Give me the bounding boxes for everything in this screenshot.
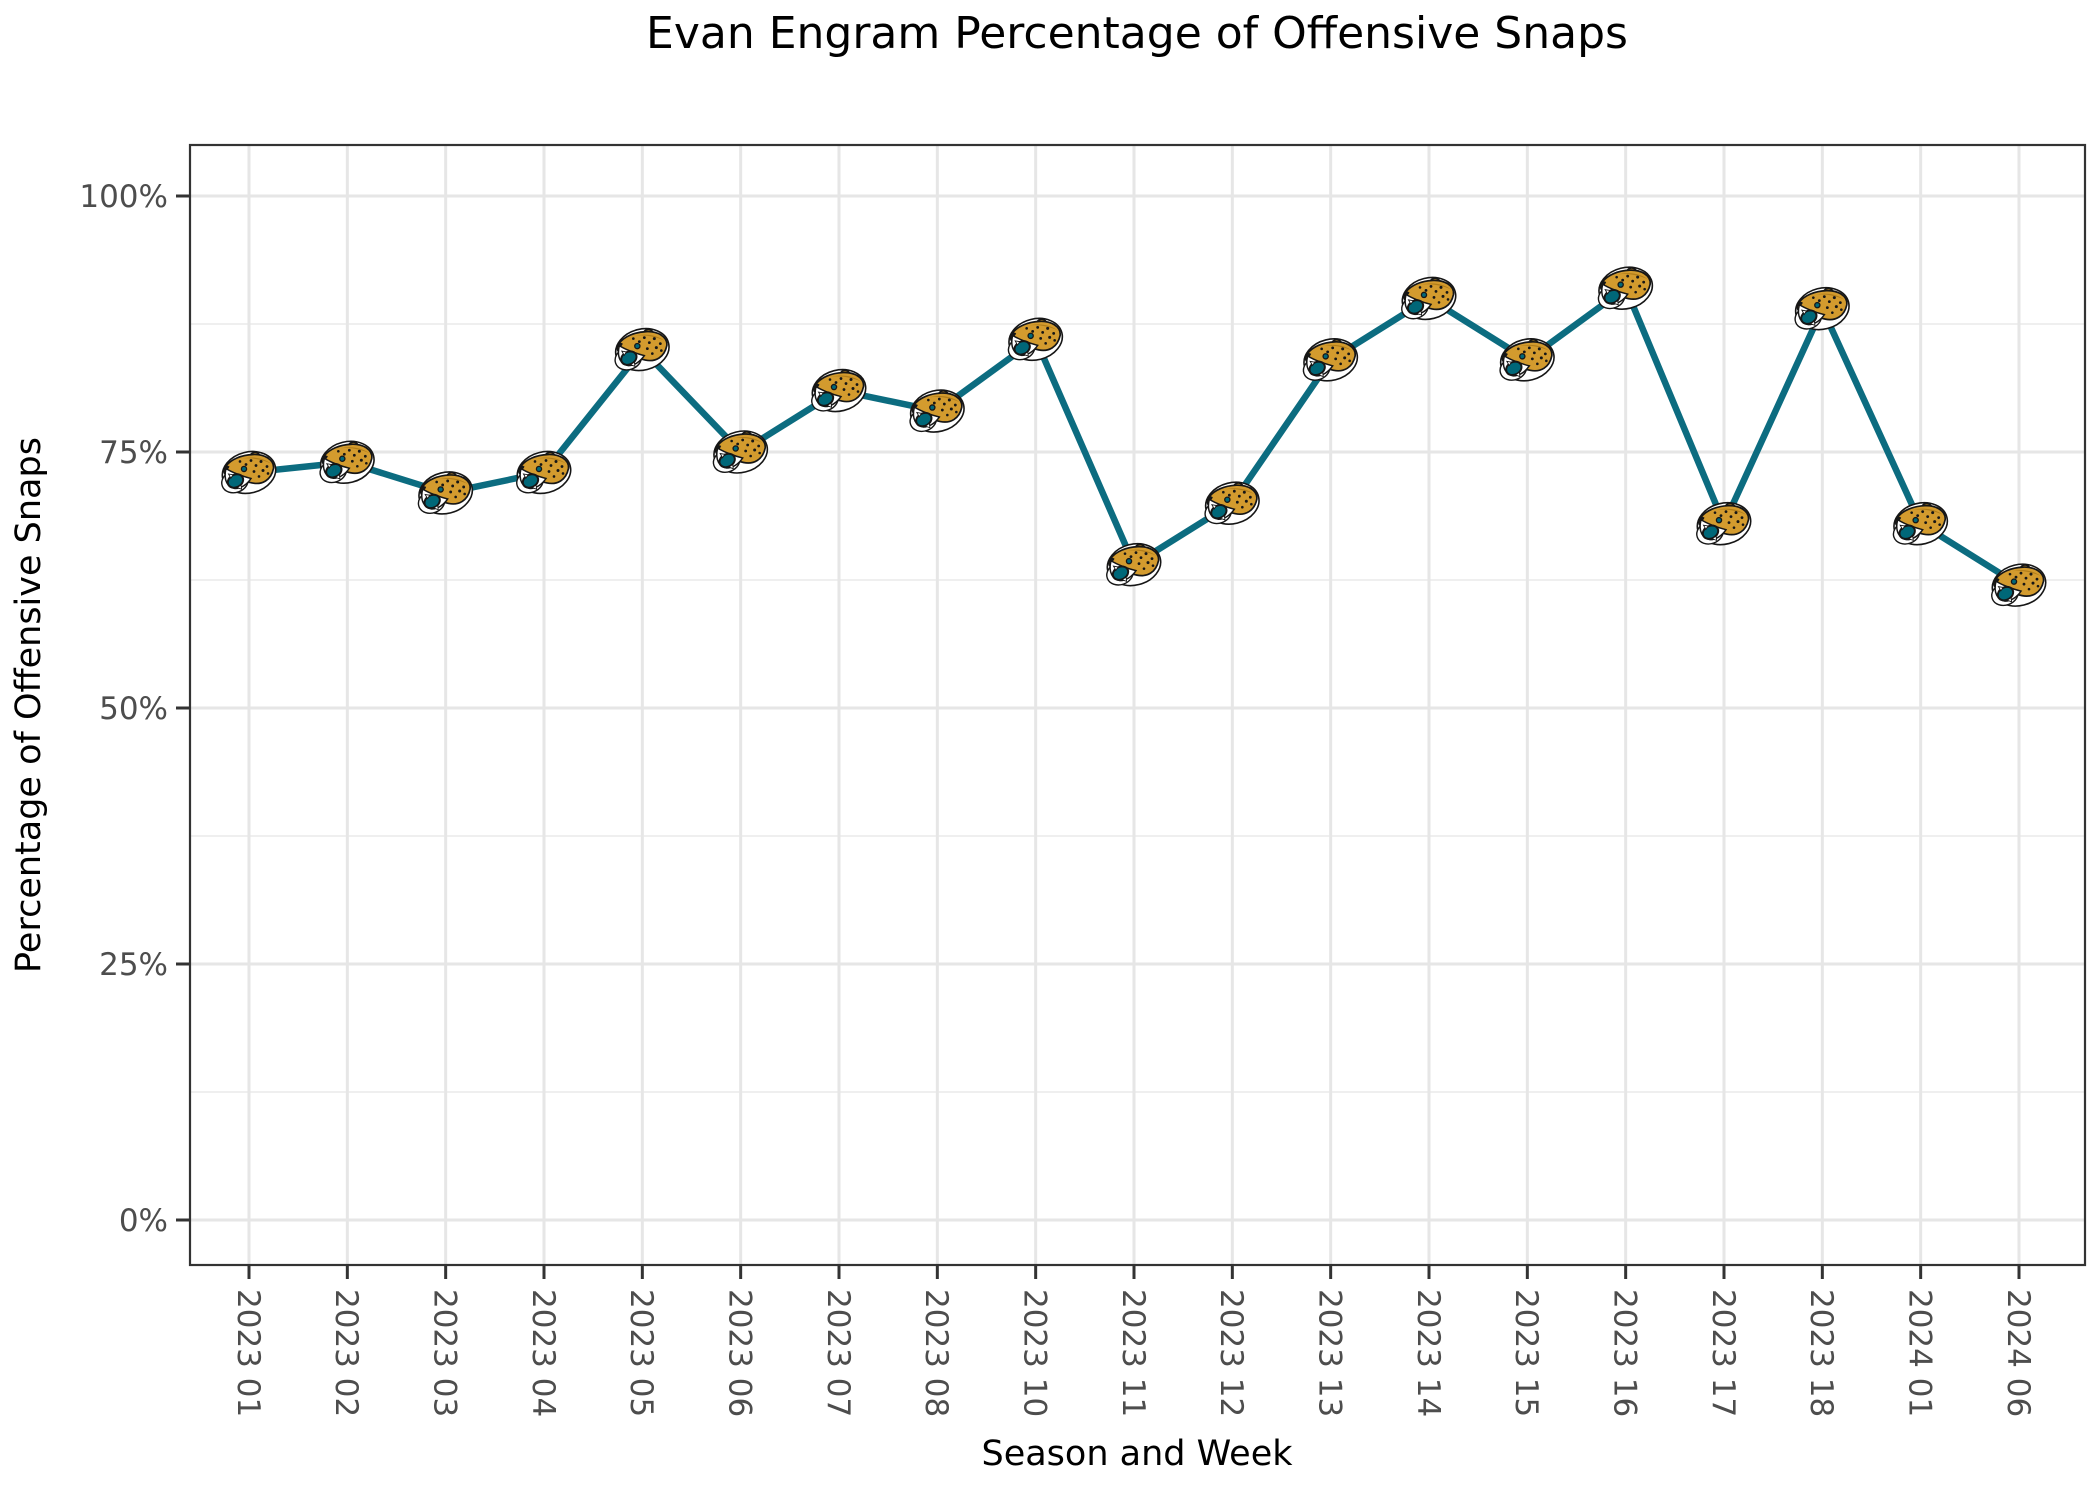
x-tick-label: 2023 07 [820, 1289, 856, 1417]
y-axis-title: Percentage of Offensive Snaps [9, 437, 49, 973]
x-tick-label: 2023 10 [1017, 1289, 1053, 1417]
x-tick-label: 2023 13 [1312, 1289, 1348, 1417]
y-tick-labels: 0% 25% 50% 75% 100% [79, 179, 168, 1239]
y-tick-label: 50% [99, 691, 168, 727]
x-axis-title: Season and Week [981, 1434, 1293, 1474]
x-tick-label: 2024 06 [2000, 1289, 2036, 1417]
y-tick-label: 0% [119, 1203, 168, 1239]
x-tick-label: 2023 17 [1705, 1289, 1741, 1417]
x-tick-label: 2023 05 [623, 1289, 659, 1417]
plot-panel [190, 145, 2085, 1265]
x-tick-label: 2023 01 [230, 1289, 266, 1417]
plot-panel-border [188, 143, 2087, 1267]
x-tick-label: 2023 16 [1607, 1289, 1643, 1417]
x-tick-label: 2023 08 [918, 1289, 954, 1417]
x-tick-label: 2023 18 [1803, 1289, 1839, 1417]
x-tick-label: 2023 06 [722, 1289, 758, 1417]
x-tick-label: 2023 02 [328, 1289, 364, 1417]
axis-ticks [176, 194, 2021, 1279]
gridlines-major [190, 145, 2085, 1265]
x-tick-label: 2023 03 [427, 1289, 463, 1417]
x-tick-label: 2023 12 [1213, 1289, 1249, 1417]
x-tick-labels: 2023 01 2023 02 2023 03 2023 04 2023 05 2023 … [230, 1289, 2036, 1417]
y-tick-label: 100% [79, 179, 168, 215]
x-tick-label: 2023 11 [1115, 1289, 1151, 1417]
x-tick-label: 2024 01 [1902, 1289, 1938, 1417]
x-tick-label: 2023 14 [1410, 1289, 1446, 1417]
x-tick-label: 2023 15 [1508, 1289, 1544, 1417]
x-tick-label: 2023 04 [525, 1289, 561, 1417]
chart-title: Evan Engram Percentage of Offensive Snap… [646, 8, 1628, 59]
y-tick-label: 75% [99, 435, 168, 471]
y-tick-label: 25% [99, 947, 168, 983]
